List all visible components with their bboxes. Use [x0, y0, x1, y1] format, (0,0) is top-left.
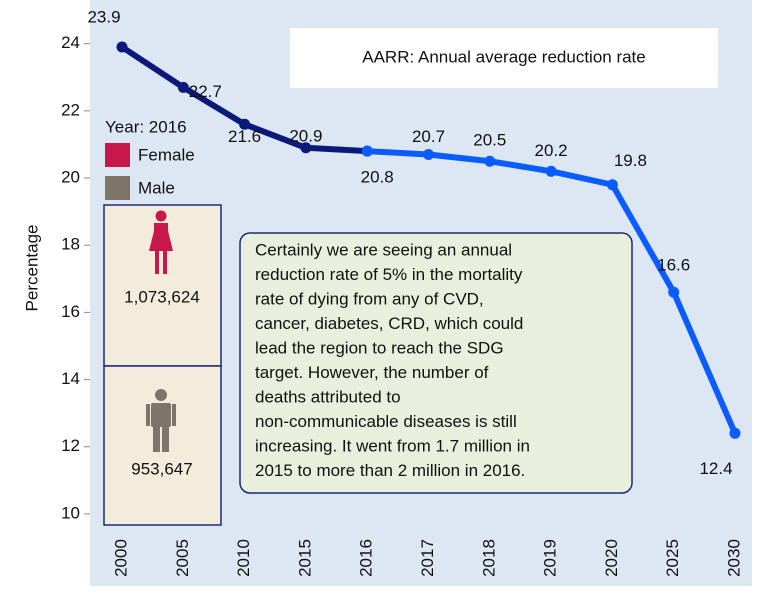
point — [177, 81, 189, 93]
point — [484, 155, 496, 167]
data-label: 22.7 — [189, 82, 222, 101]
x-tick-label: 2016 — [357, 539, 376, 577]
annotation-line: rate of dying from any of CVD, — [255, 289, 484, 308]
point — [545, 165, 557, 177]
annotation-line: non-communicable diseases is still — [255, 412, 517, 431]
y-tick-label: 12 — [61, 436, 80, 455]
annotation-line: lead the region to reach the SDG — [255, 338, 504, 357]
legend-title: Year: 2016 — [105, 117, 187, 136]
point — [729, 427, 741, 439]
point — [239, 118, 251, 130]
x-tick-label: 2019 — [541, 539, 560, 577]
x-tick-label: 2025 — [663, 539, 682, 577]
x-tick-label: 2020 — [602, 539, 621, 577]
data-label: 23.9 — [87, 8, 120, 27]
annotation-line: deaths attributed to — [255, 387, 401, 406]
annotation-box — [239, 232, 633, 494]
legend-swatch — [105, 143, 130, 167]
legend-swatch — [105, 176, 130, 200]
data-label: 20.8 — [361, 168, 394, 187]
data-label: 20.7 — [412, 127, 445, 146]
x-tick-label: 2017 — [418, 539, 437, 577]
data-label: 16.6 — [657, 256, 690, 275]
annotation-line: cancer, diabetes, CRD, which could — [255, 314, 523, 333]
y-tick-label: 10 — [61, 503, 80, 522]
point — [300, 142, 312, 154]
count-label: 953,647 — [131, 459, 192, 478]
y-tick-label: 18 — [61, 235, 80, 254]
legend-label: Female — [138, 145, 195, 164]
y-axis-label: Percentage — [22, 225, 41, 312]
data-label: 21.6 — [228, 127, 261, 146]
x-tick-label: 2010 — [234, 539, 253, 577]
annotation-line: 2015 to more than 2 million in 2016. — [255, 461, 525, 480]
aarr-box — [290, 28, 718, 88]
y-tick-label: 22 — [61, 100, 80, 119]
point — [116, 41, 128, 53]
data-label: 20.9 — [289, 126, 322, 145]
data-label: 20.5 — [473, 131, 506, 150]
y-tick-label: 16 — [61, 302, 80, 321]
data-label: 20.2 — [535, 141, 568, 160]
y-tick-label: 14 — [61, 369, 80, 388]
y-tick-label: 20 — [61, 168, 80, 187]
annotation-line: target. However, the number of — [255, 363, 489, 382]
count-label: 1,073,624 — [124, 287, 200, 306]
annotation-line: reduction rate of 5% in the mortality — [255, 265, 523, 284]
x-tick-label: 2018 — [479, 539, 498, 577]
data-label: 12.4 — [699, 459, 732, 478]
aarr-note: AARR: Annual average reduction rate — [362, 47, 646, 66]
point — [606, 179, 618, 191]
legend-label: Male — [138, 178, 175, 197]
x-tick-label: 2030 — [724, 539, 743, 577]
annotation-line: increasing. It went from 1.7 million in — [255, 436, 530, 455]
x-tick-label: 2005 — [173, 539, 192, 577]
point — [668, 286, 680, 298]
point — [361, 145, 373, 157]
female-icon — [149, 210, 173, 274]
data-label: 19.8 — [614, 151, 647, 170]
y-tick-label: 24 — [61, 33, 80, 52]
x-tick-label: 2000 — [111, 539, 130, 577]
annotation-line: Certainly we are seeing an annual — [255, 240, 512, 259]
x-tick-label: 2015 — [295, 539, 314, 577]
point — [423, 149, 434, 161]
male-icon — [146, 389, 176, 452]
